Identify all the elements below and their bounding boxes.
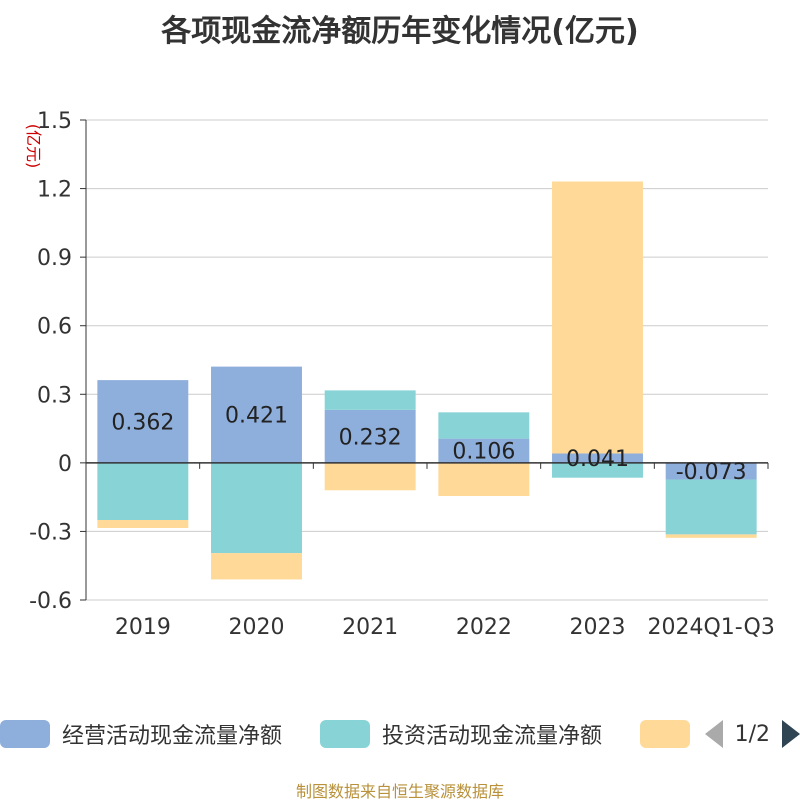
- bar-series1-2019: [97, 380, 189, 463]
- legend-swatch-investing: [320, 720, 370, 748]
- bar-series2-2024Q1-Q3: [665, 479, 757, 535]
- y-tick-label: 0.3: [37, 383, 72, 408]
- bar-series3-2023: [552, 181, 643, 454]
- source-note: 制图数据来自恒生聚源数据库: [295, 782, 504, 801]
- data-label: 0.362: [111, 410, 174, 435]
- bar-series2-2021: [324, 390, 416, 410]
- bar-series2-2019: [97, 462, 189, 520]
- data-label: 0.041: [566, 447, 629, 472]
- x-tick-label: 2020: [229, 615, 285, 640]
- y-tick-label: 1.5: [37, 109, 72, 134]
- legend-label-investing: 投资活动现金流量净额: [382, 724, 603, 749]
- legend-item-operating[interactable]: 经营活动现金流量净额: [0, 720, 283, 749]
- x-tick-label: 2024Q1-Q3: [647, 615, 774, 640]
- bar-series1-2021: [324, 409, 416, 463]
- legend-page-indicator: 1/2: [734, 721, 770, 747]
- legend-item-third[interactable]: [640, 720, 702, 748]
- x-tick-label: 2023: [570, 615, 626, 640]
- bar-series1-2024Q1-Q3: [665, 462, 757, 480]
- legend-prev-icon[interactable]: [704, 720, 723, 748]
- bar-series2-2022: [438, 412, 530, 439]
- x-tick-label: 2022: [456, 615, 512, 640]
- chart-title: 各项现金流净额历年变化情况(亿元): [161, 14, 639, 49]
- y-axis-label: (亿元): [24, 124, 43, 169]
- bar-series2-2020: [211, 462, 302, 554]
- x-tick-label: 2021: [342, 615, 398, 640]
- y-tick-label: 1.2: [37, 178, 72, 203]
- legend-swatch-third: [640, 720, 690, 748]
- bar-series2-2023: [552, 462, 643, 478]
- y-tick-label: 0.6: [37, 315, 72, 340]
- data-label: 0.106: [452, 440, 515, 465]
- bar-series3-2022: [438, 462, 530, 496]
- legend-next-icon[interactable]: [782, 720, 800, 748]
- x-tick-label: 2019: [115, 615, 171, 640]
- legend-pager: 1/2: [704, 716, 800, 752]
- bar-series1-2022: [438, 438, 530, 463]
- bar-series3-2020: [211, 553, 302, 580]
- legend-swatch-operating: [0, 720, 50, 748]
- bar-series1-2023: [552, 453, 643, 463]
- y-tick-label: -0.6: [29, 589, 72, 614]
- y-tick-label: -0.3: [29, 520, 72, 545]
- legend-item-investing[interactable]: 投资活动现金流量净额: [320, 720, 603, 749]
- chart-canvas: 1.5 1.2 0.9 0.6 0.3 0 -0.3 -0.6 (亿元) 2019 2020 2021…: [24, 109, 775, 640]
- legend-label-operating: 经营活动现金流量净额: [62, 724, 283, 749]
- data-label: -0.073: [676, 460, 747, 485]
- data-label: 0.421: [225, 404, 288, 429]
- bar-series3-2021: [324, 462, 416, 491]
- y-tick-label: 0: [58, 452, 72, 477]
- legend: 经营活动现金流量净额 投资活动现金流量净额 1/2: [0, 712, 800, 756]
- bar-series3-2024Q1-Q3: [665, 534, 757, 538]
- bar-series3-2019: [97, 520, 189, 528]
- data-label: 0.232: [339, 425, 402, 450]
- bar-series1-2020: [211, 366, 302, 463]
- y-tick-label: 0.9: [37, 246, 72, 271]
